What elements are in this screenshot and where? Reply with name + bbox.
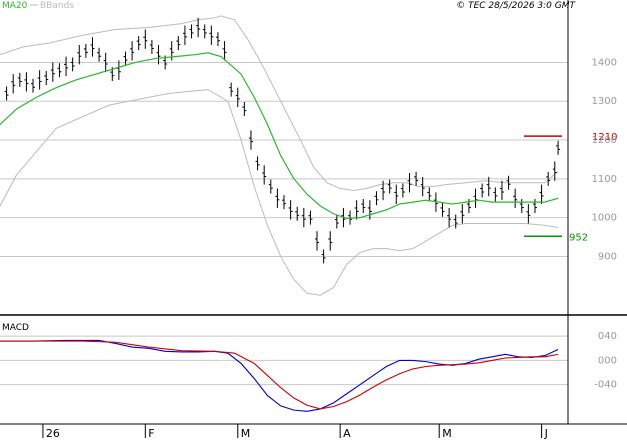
resistance-label: 1210 xyxy=(592,132,617,143)
y-tick-label: 1300 xyxy=(592,96,617,107)
x-month-label: M xyxy=(442,427,452,440)
macd-y-tick-label: 040 xyxy=(598,331,617,342)
y-tick-label: 900 xyxy=(598,251,617,262)
macd-y-tick-label: 000 xyxy=(598,355,617,366)
copyright-label: © TEC 28/5/2026 3:0 GMT xyxy=(456,1,576,11)
legend-bbands: BBands xyxy=(40,1,74,11)
ma20-line xyxy=(0,52,559,220)
x-month-label: F xyxy=(148,427,154,440)
y-tick-label: 1000 xyxy=(592,213,617,224)
y-tick-label: 1200 xyxy=(592,135,617,146)
y-tick-label: 1100 xyxy=(592,174,617,185)
signal-line xyxy=(0,340,559,410)
macd-title: MACD xyxy=(2,323,29,333)
bband-lower-line xyxy=(0,89,559,296)
y-tick-label: 1400 xyxy=(592,57,617,68)
x-month-label: A xyxy=(343,427,351,440)
x-month-label: 26 xyxy=(46,427,60,440)
support-label: 952 xyxy=(569,232,588,243)
bband-upper-line xyxy=(0,15,559,191)
x-month-label: J xyxy=(544,427,548,440)
legend-ma20: MA20 xyxy=(2,1,28,11)
macd-y-tick-label: -040 xyxy=(594,380,617,391)
x-month-label: M xyxy=(241,427,251,440)
